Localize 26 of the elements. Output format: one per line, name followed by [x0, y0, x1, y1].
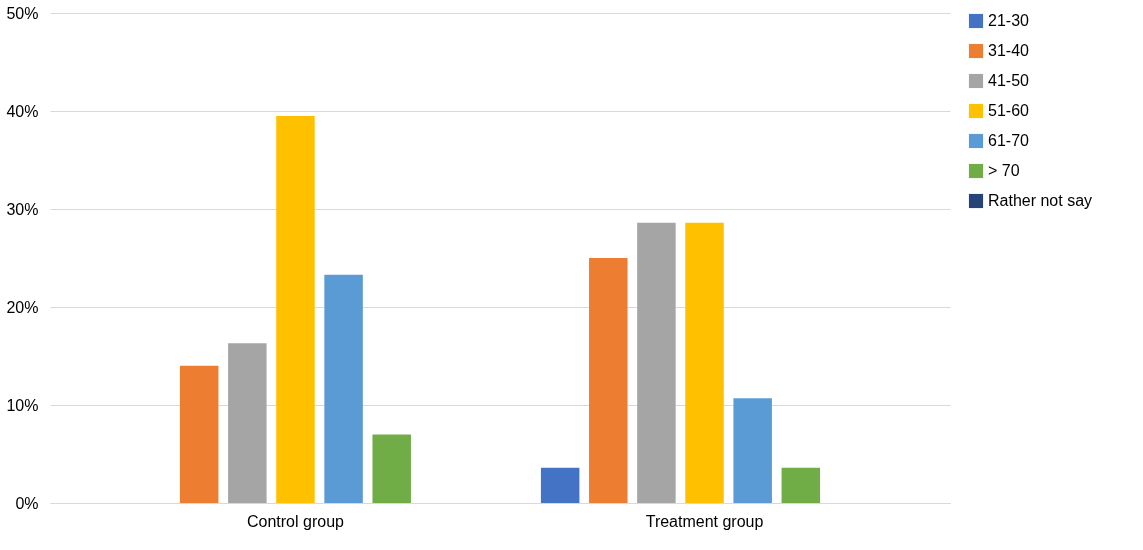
- bar: [733, 398, 772, 503]
- bar: [179, 365, 219, 503]
- x-tick-label: Treatment group: [645, 512, 764, 530]
- y-tick-label: 30%: [6, 200, 39, 218]
- y-tick-label: 50%: [6, 4, 39, 22]
- bar: [540, 467, 580, 503]
- bar: [324, 274, 363, 503]
- y-tick-label: 10%: [6, 396, 39, 414]
- legend-label: 61-70: [988, 132, 1030, 149]
- bar: [685, 222, 724, 503]
- legend-label: > 70: [988, 162, 1020, 179]
- bar: [589, 258, 628, 503]
- x-tick-label: Control group: [246, 512, 345, 530]
- y-tick-label: 40%: [6, 102, 39, 120]
- legend-label: 31-40: [988, 42, 1030, 59]
- bar: [228, 343, 267, 503]
- legend-label: Rather not say: [988, 192, 1093, 209]
- legend-label: 41-50: [988, 72, 1030, 89]
- bar: [372, 434, 411, 503]
- y-tick-label: 20%: [6, 298, 39, 316]
- bar: [781, 467, 821, 503]
- bar: [276, 115, 315, 503]
- y-tick-label: 0%: [15, 494, 39, 512]
- legend-label: 51-60: [988, 102, 1030, 119]
- bar: [637, 222, 676, 503]
- legend-label: 21-30: [988, 12, 1030, 29]
